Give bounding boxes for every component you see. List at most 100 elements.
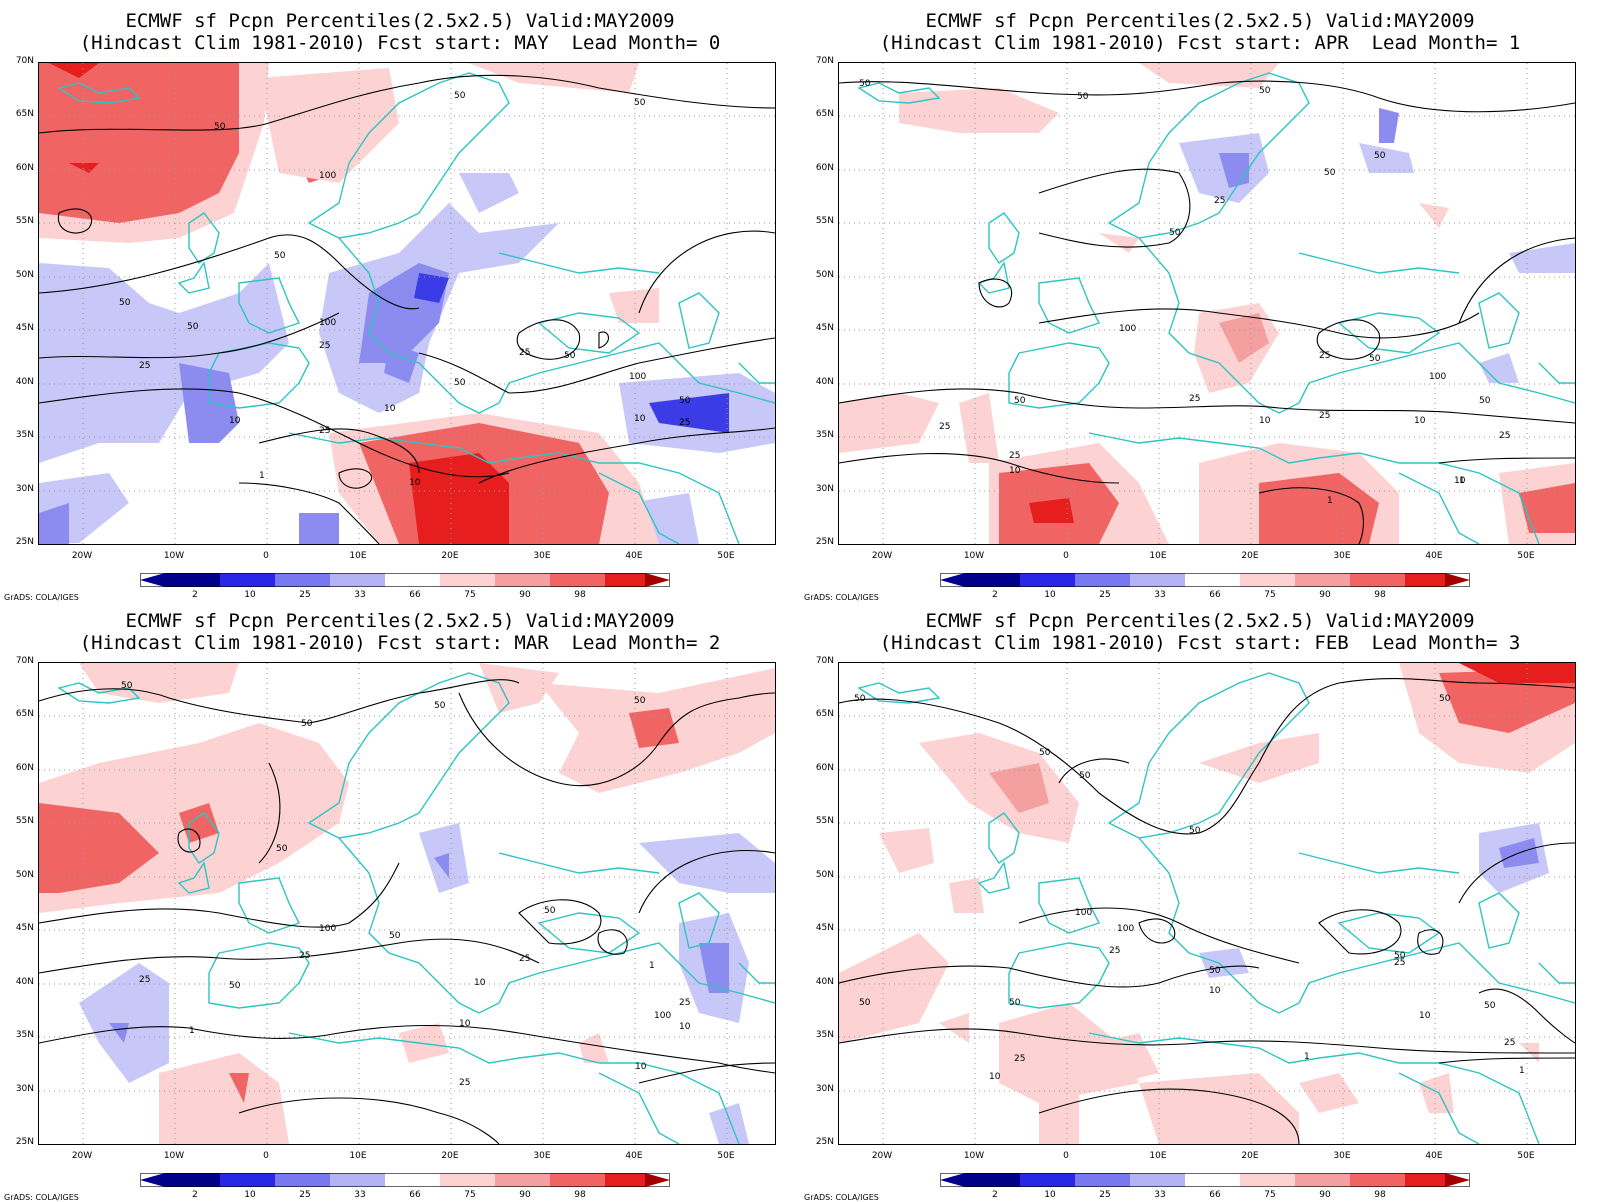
svg-text:10: 10 — [989, 1072, 1001, 1082]
lat-label: 25N — [815, 537, 834, 547]
contour-labels: 50 50 50 100 50 50 100 50 25 25 10 10 25… — [119, 91, 691, 488]
svg-text:25: 25 — [1009, 451, 1020, 461]
panel-title-line2: (Hindcast Clim 1981-2010) Fcst start: AP… — [879, 32, 1521, 54]
lon-label: 0 — [263, 1151, 269, 1161]
svg-text:50: 50 — [119, 298, 131, 308]
lat-label: 55N — [15, 816, 34, 826]
lat-label: 65N — [815, 109, 834, 119]
lon-label: 10W — [163, 551, 185, 561]
colorbar-label: 98 — [1374, 1190, 1386, 1200]
lon-label: 40E — [1425, 1151, 1443, 1161]
contours — [39, 679, 775, 1144]
lon-label: 10E — [1149, 551, 1167, 561]
svg-text:10: 10 — [409, 478, 421, 488]
lon-label: 20W — [71, 1151, 93, 1161]
svg-text:50: 50 — [854, 694, 866, 704]
lon-label: 30E — [1333, 1151, 1351, 1161]
lon-label: 50E — [717, 1151, 735, 1161]
svg-text:1: 1 — [649, 961, 655, 971]
lat-label: 65N — [815, 709, 834, 719]
lat-label: 65N — [15, 109, 34, 119]
lat-label: 70N — [15, 656, 34, 666]
svg-text:50: 50 — [634, 98, 646, 108]
coastlines — [857, 72, 1575, 544]
lat-label: 25N — [15, 537, 34, 547]
colorbar-label: 66 — [409, 1190, 421, 1200]
svg-text:100: 100 — [1075, 908, 1092, 918]
lat-label: 30N — [15, 1084, 34, 1094]
lon-label: 0 — [1063, 551, 1069, 561]
svg-text:10: 10 — [1419, 1011, 1431, 1021]
svg-text:100: 100 — [1119, 324, 1136, 334]
svg-text:50: 50 — [187, 322, 199, 332]
svg-text:50: 50 — [1209, 966, 1221, 976]
colorbar-label: 10 — [244, 590, 256, 600]
lat-label: 45N — [15, 923, 34, 933]
colorbar-label: 75 — [464, 590, 476, 600]
lon-label: 50E — [717, 551, 735, 561]
colorbar-label: 90 — [1319, 1190, 1331, 1200]
svg-text:25: 25 — [519, 954, 530, 964]
lat-label: 50N — [15, 270, 34, 280]
grads-credit: GrADS: COLA/IGES — [4, 1193, 79, 1202]
lat-label: 60N — [815, 163, 834, 173]
svg-text:50: 50 — [544, 906, 556, 916]
panel-title-line1: ECMWF sf Pcpn Percentiles(2.5x2.5) Valid… — [925, 610, 1475, 632]
lat-label: 70N — [815, 56, 834, 66]
svg-text:100: 100 — [1429, 372, 1446, 382]
lon-label: 10W — [963, 551, 985, 561]
colorbar-label: 25 — [1099, 1190, 1111, 1200]
lon-label: 20E — [441, 1151, 459, 1161]
svg-text:50: 50 — [1484, 1001, 1496, 1011]
lat-label: 40N — [815, 377, 834, 387]
lat-label: 25N — [15, 1137, 34, 1147]
svg-text:10: 10 — [635, 1062, 647, 1072]
graticule — [39, 663, 775, 1144]
contour-labels: 50 50 50 50 25 50 100 50 25 50 25 10 25 … — [859, 79, 1510, 506]
lat-label: 70N — [815, 656, 834, 666]
svg-text:25: 25 — [1394, 958, 1405, 968]
panel-title-line1: ECMWF sf Pcpn Percentiles(2.5x2.5) Valid… — [925, 10, 1475, 32]
svg-text:25: 25 — [679, 418, 690, 428]
svg-text:100: 100 — [1117, 924, 1134, 934]
lon-label: 0 — [263, 551, 269, 561]
svg-text:50: 50 — [1009, 998, 1021, 1008]
lat-label: 70N — [15, 56, 34, 66]
svg-text:50: 50 — [121, 681, 133, 691]
lat-label: 45N — [815, 323, 834, 333]
colorbar-label: 33 — [1154, 1190, 1166, 1200]
map-area: 50 50 50 50 50 100 100 25 50 50 50 25 10… — [838, 662, 1576, 1145]
svg-text:25: 25 — [1109, 946, 1120, 956]
contours — [839, 678, 1575, 1144]
lat-label: 55N — [15, 216, 34, 226]
lat-label: 60N — [815, 763, 834, 773]
lat-label: 55N — [815, 216, 834, 226]
svg-text:10: 10 — [1209, 986, 1221, 996]
map-svg: 50 50 50 50 25 50 100 50 25 50 25 10 25 … — [839, 63, 1575, 544]
colorbar-label: 10 — [1044, 1190, 1056, 1200]
svg-text:25: 25 — [679, 998, 690, 1008]
svg-text:50: 50 — [1324, 168, 1336, 178]
svg-text:50: 50 — [1259, 86, 1271, 96]
lon-label: 20E — [1241, 551, 1259, 561]
colorbar-label: 25 — [299, 1190, 311, 1200]
map-panel-3: ECMWF sf Pcpn Percentiles(2.5x2.5) Valid… — [0, 600, 800, 1202]
lon-label: 20W — [871, 551, 893, 561]
lat-label: 40N — [815, 977, 834, 987]
svg-text:25: 25 — [519, 348, 530, 358]
svg-text:50: 50 — [274, 251, 286, 261]
map-svg: 50 50 50 100 50 50 100 50 25 25 10 10 25… — [39, 63, 775, 544]
contours — [839, 80, 1575, 544]
svg-text:25: 25 — [939, 422, 950, 432]
lon-label: 10W — [163, 1151, 185, 1161]
lon-label: 10E — [349, 1151, 367, 1161]
svg-text:25: 25 — [139, 361, 150, 371]
lat-label: 30N — [15, 484, 34, 494]
colorbar-label: 90 — [1319, 590, 1331, 600]
lat-label: 55N — [815, 816, 834, 826]
map-area: 50 50 50 50 50 100 25 50 25 50 25 10 10 … — [38, 662, 776, 1145]
svg-text:25: 25 — [139, 975, 150, 985]
lat-label: 35N — [815, 1030, 834, 1040]
map-area: 50 50 50 50 25 50 100 50 25 50 25 10 25 … — [838, 62, 1576, 545]
lat-label: 60N — [15, 163, 34, 173]
